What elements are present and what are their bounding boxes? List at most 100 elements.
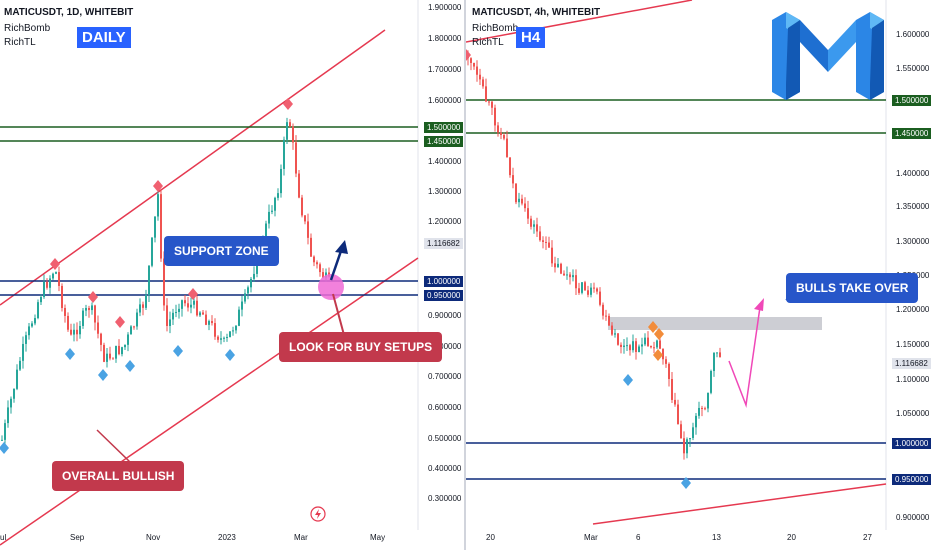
candle-body [313,256,315,263]
candle-body [560,263,562,274]
candle-body [1,439,3,441]
candle-body [653,347,655,349]
candle-body [319,264,321,273]
candle-body [283,139,285,169]
candle-body [190,304,192,308]
upper-channel-line [0,29,386,306]
price-label: 1.200000 [896,305,930,314]
indicator-richbomb[interactable]: RichBomb [472,23,519,34]
candle-body [25,335,27,344]
panel-divider[interactable] [464,0,466,550]
candle-body [704,408,706,410]
candle-body [509,157,511,176]
candle-body [286,122,288,140]
candle-body [674,399,676,405]
callout-look-for-buy: LOOK FOR BUY SETUPS [279,332,443,362]
candle-body [301,197,303,216]
candle-body [181,300,183,309]
candle-body [142,304,144,308]
candle-body [557,263,559,268]
candle-body [37,302,39,319]
tag-1500: 1.500000 [424,122,464,133]
signal-diamond [88,291,98,303]
candle-body [13,388,15,399]
candle-body [536,224,538,232]
candle-body [232,330,234,332]
price-label: 1.200000 [428,217,462,226]
price-label: 1.300000 [428,187,462,196]
candle-body [130,326,132,335]
candle-body [539,231,541,241]
time-label: Sep [70,533,85,542]
h4-chart-canvas[interactable] [466,0,932,550]
candle-body [31,323,33,327]
candle-body [100,333,102,345]
candle-body [584,282,586,291]
signal-diamond [648,321,658,333]
signal-diamonds [466,49,691,489]
candle-body [34,318,36,324]
candle-body [587,290,589,295]
candle-body [497,125,499,133]
candle-body [220,338,222,340]
lightning-icon [310,506,326,522]
signal-diamond [653,349,663,361]
callout-overall-bullish: OVERALL BULLISH [52,461,185,491]
candle-body [250,278,252,288]
candle-body [61,285,63,308]
indicator-richtl[interactable]: RichTL [4,37,36,48]
candle-body [632,341,634,351]
candle-body [512,175,514,184]
h4-chart-panel[interactable]: MATICUSDT, 4h, WHITEBIT RichBomb RichTL … [466,0,932,550]
daily-chart-panel[interactable]: MATICUSDT, 1D, WHITEBIT RichBomb RichTL … [0,0,466,550]
time-label: Nov [146,533,161,542]
candle-body [199,312,201,316]
candle-body [121,347,123,355]
candle-body [479,74,481,80]
candle-body [596,288,598,292]
candle-body [692,427,694,438]
candle-body [106,353,108,362]
candle-body [659,340,661,349]
candle-body [103,344,105,362]
h4-candles [467,50,721,460]
signal-diamond [115,316,125,328]
candle-body [223,337,225,339]
signal-diamond [98,369,108,381]
candle-body [187,303,189,308]
time-label: 2023 [218,533,236,542]
candle-body [719,352,721,357]
candle-body [476,66,478,75]
candle-body [295,142,297,174]
candle-body [713,352,715,372]
projected-path [728,306,761,408]
indicator-richtl[interactable]: RichTL [472,37,504,48]
candle-body [325,272,327,278]
candle-body [196,300,198,316]
candle-body [611,325,613,335]
candle-body [124,344,126,348]
candle-body [617,333,619,345]
candle-body [97,322,99,334]
candle-body [46,281,48,288]
time-label: 20 [787,533,796,542]
signal-diamond [188,288,198,300]
time-label: May [370,533,386,542]
candle-body [43,281,45,298]
candle-body [572,275,574,278]
indicator-richbomb[interactable]: RichBomb [4,23,51,34]
candle-body [671,379,673,400]
price-label: 1.600000 [896,30,930,39]
candle-body [683,438,685,454]
price-label: 0.300000 [428,494,462,503]
candle-body [76,329,78,335]
candle-body [163,258,165,306]
candle-body [575,275,577,289]
candle-body [686,439,688,454]
price-label: 1.400000 [896,169,930,178]
candle-body [22,343,24,361]
signal-diamond [623,374,633,386]
candle-body [58,272,60,286]
tag-current-price: 1.116682 [424,238,463,249]
candle-body [256,264,258,274]
